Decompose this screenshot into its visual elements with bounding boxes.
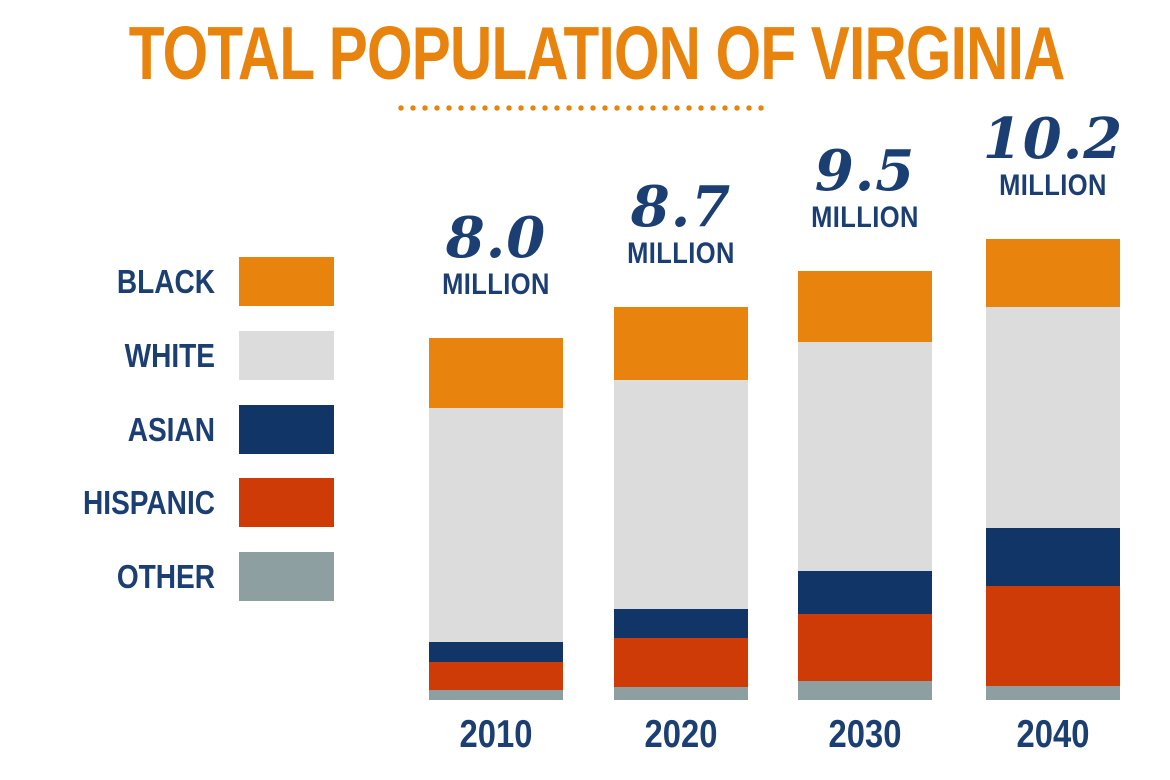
year-label-2020: 2020 xyxy=(644,713,718,756)
segment-other-2040 xyxy=(986,685,1120,700)
segment-asian-2030 xyxy=(798,571,932,615)
segment-black-2020 xyxy=(614,306,748,380)
legend-label-white: WHITE xyxy=(124,336,215,374)
segment-black-2030 xyxy=(798,270,932,342)
total-unit-2020: MILLION xyxy=(627,236,735,270)
legend-label-other: OTHER xyxy=(116,557,215,595)
segment-other-2030 xyxy=(798,680,932,700)
total-unit-2010: MILLION xyxy=(442,268,550,302)
segment-white-2010 xyxy=(429,407,563,643)
segment-hispanic-2030 xyxy=(798,614,932,681)
segment-asian-2010 xyxy=(429,642,563,663)
segment-black-2040 xyxy=(986,238,1120,307)
bar-2040 xyxy=(986,238,1120,700)
segment-hispanic-2020 xyxy=(614,637,748,688)
legend-label-asian: ASIAN xyxy=(127,410,215,448)
year-label-2030: 2030 xyxy=(828,713,902,756)
legend-item-black: BLACK xyxy=(40,257,335,306)
segment-other-2020 xyxy=(614,687,748,700)
segment-other-2010 xyxy=(429,690,563,700)
total-value-2030: 9.5 xyxy=(814,137,916,204)
legend-item-asian: ASIAN xyxy=(40,405,335,454)
legend-swatch-white xyxy=(239,331,334,380)
bar-2010 xyxy=(429,338,563,700)
legend-swatch-asian xyxy=(239,405,334,454)
total-label-2010: 8.0 MILLION xyxy=(386,210,606,301)
segment-black-2010 xyxy=(429,338,563,408)
total-value-2010: 8.0 xyxy=(445,205,547,272)
legend-item-hispanic: HISPANIC xyxy=(40,478,335,527)
legend-swatch-other xyxy=(239,552,334,601)
total-value-2020: 8.7 xyxy=(630,173,732,240)
dotted-divider-icon xyxy=(398,104,770,112)
total-unit-2040: MILLION xyxy=(999,168,1107,202)
page-title: TOTAL POPULATION OF VIRGINIA xyxy=(128,11,1066,95)
segment-white-2040 xyxy=(986,306,1120,529)
total-label-2040: 10.2 MILLION xyxy=(943,111,1163,202)
legend-item-white: WHITE xyxy=(40,331,335,380)
bar-2030 xyxy=(798,270,932,700)
segment-white-2030 xyxy=(798,341,932,572)
segment-hispanic-2040 xyxy=(986,586,1120,686)
total-label-2030: 9.5 MILLION xyxy=(755,143,975,234)
segment-asian-2020 xyxy=(614,608,748,638)
year-label-2010: 2010 xyxy=(459,713,533,756)
total-unit-2030: MILLION xyxy=(811,200,919,234)
legend-swatch-black xyxy=(239,257,334,306)
total-label-2020: 8.7 MILLION xyxy=(571,179,791,270)
legend-item-other: OTHER xyxy=(40,552,335,601)
total-value-2040: 10.2 xyxy=(982,105,1124,172)
segment-white-2020 xyxy=(614,379,748,609)
legend-label-black: BLACK xyxy=(116,262,215,300)
legend-swatch-hispanic xyxy=(239,478,334,527)
segment-hispanic-2010 xyxy=(429,662,563,691)
year-label-2040: 2040 xyxy=(1016,713,1090,756)
legend-label-hispanic: HISPANIC xyxy=(83,483,215,521)
bar-2020 xyxy=(614,306,748,700)
segment-asian-2040 xyxy=(986,528,1120,587)
